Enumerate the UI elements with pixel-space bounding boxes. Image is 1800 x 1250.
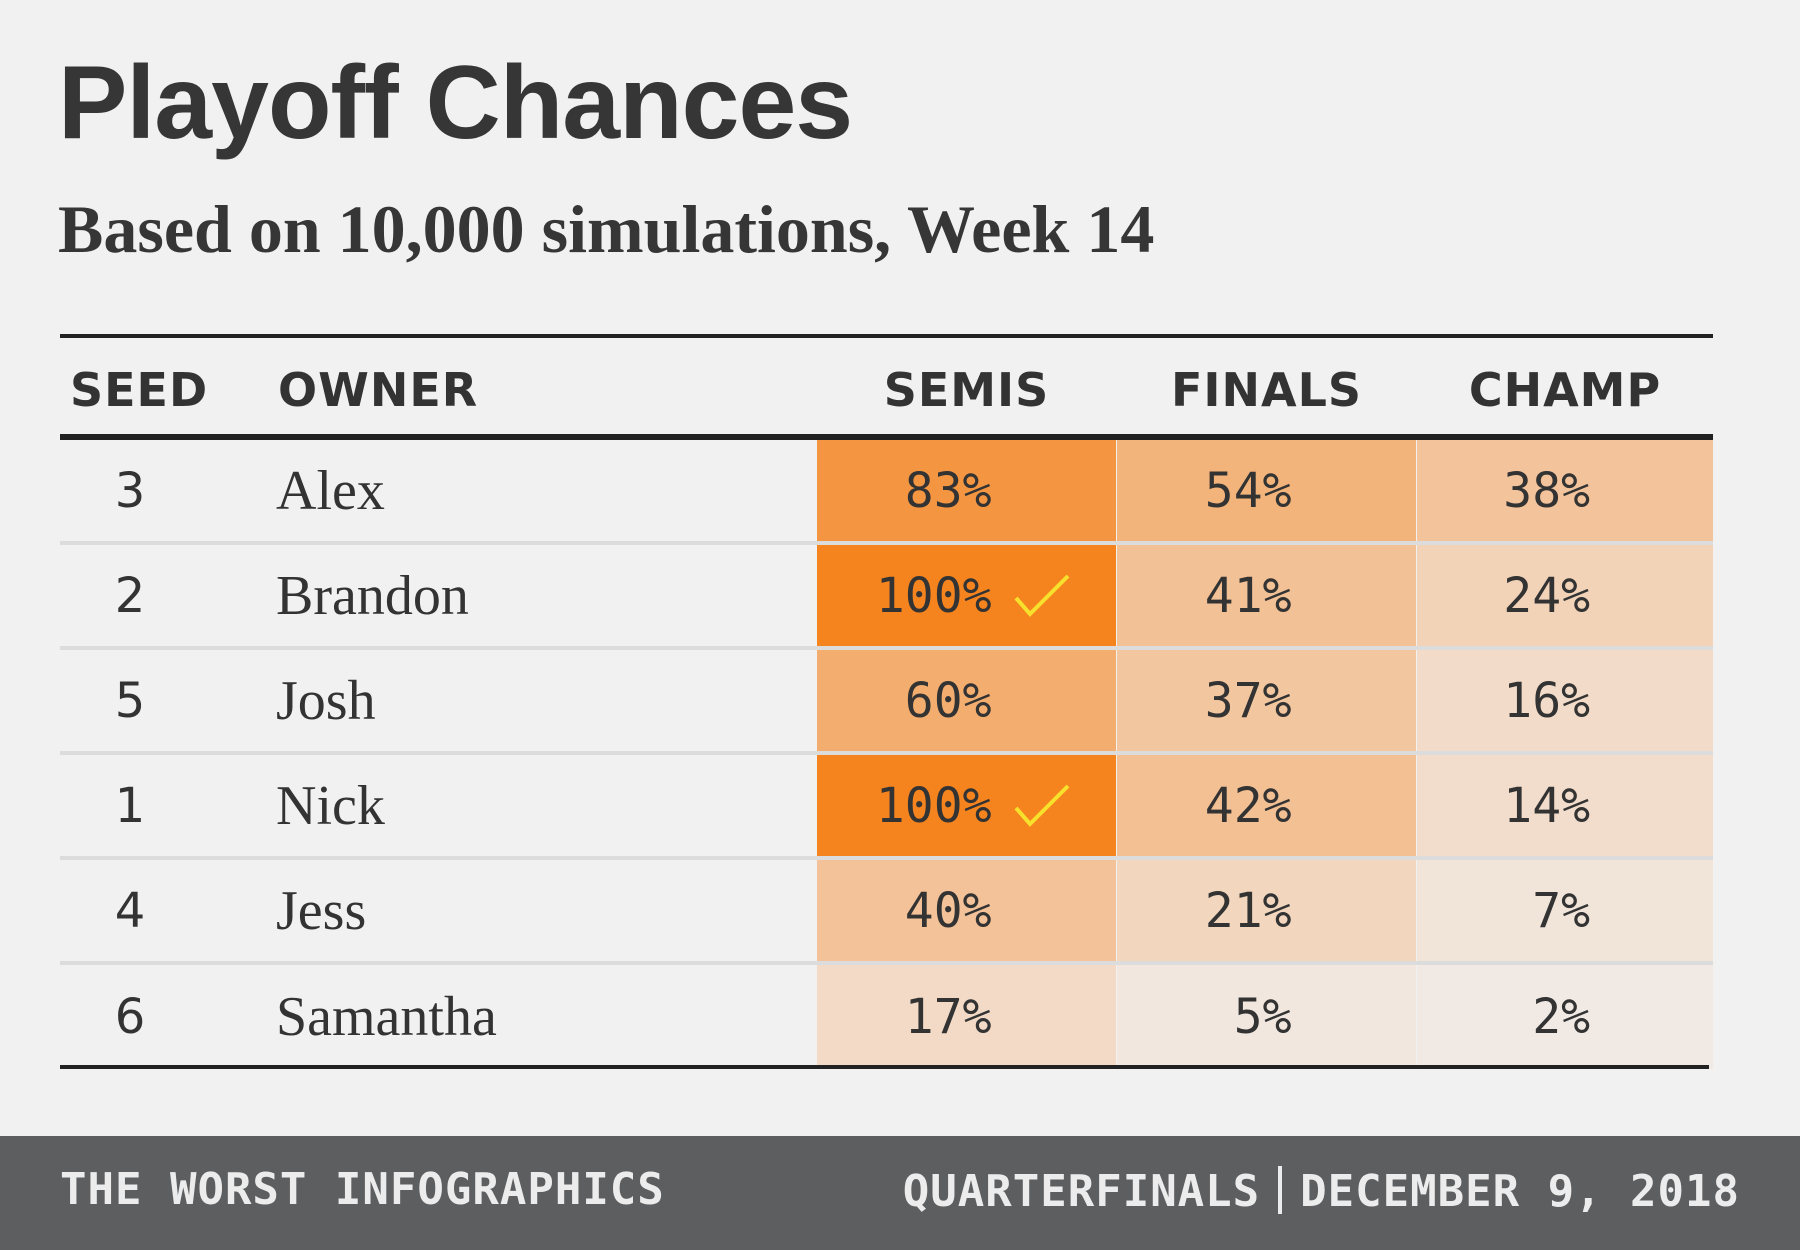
footer-meta: QUARTERFINALS DECEMBER 9, 2018 (903, 1166, 1740, 1217)
champ-value: 2% (1532, 989, 1590, 1045)
champ-value: 14% (1503, 777, 1590, 834)
checkmark-icon (1012, 572, 1072, 620)
finals-cell: 42% (1117, 755, 1416, 856)
finals-value: 21% (1204, 882, 1292, 939)
champ-cell: 24% (1417, 545, 1713, 646)
footer-divider (1278, 1166, 1283, 1214)
semis-value: 40% (904, 882, 992, 939)
owner-cell: Brandon (276, 564, 469, 627)
semis-cell: 83% (817, 440, 1116, 541)
champ-cell: 7% (1417, 860, 1713, 961)
footer-bar: THE WORST INFOGRAPHICS QUARTERFINALS DECE… (0, 1136, 1800, 1250)
footer-round: QUARTERFINALS (902, 1166, 1261, 1217)
owner-cell: Alex (276, 459, 385, 522)
seed-cell: 6 (114, 989, 146, 1045)
owner-cell: Samantha (276, 986, 497, 1048)
semis-value: 100% (875, 567, 992, 624)
table-top-rule (60, 334, 1713, 338)
checkmark-icon (1012, 782, 1072, 830)
header-champ: CHAMP (1468, 363, 1662, 417)
champ-value: 16% (1503, 672, 1590, 729)
seed-cell: 1 (114, 777, 146, 834)
table-row: 4 Jess 40% 21% 7% (60, 860, 1713, 965)
table-row: 2 Brandon 100% 41% 24% (60, 545, 1713, 650)
semis-cell: 100% (817, 545, 1116, 646)
seed-cell: 3 (114, 462, 146, 519)
semis-cell: 40% (817, 860, 1116, 961)
champ-value: 24% (1503, 567, 1590, 624)
champ-cell: 16% (1417, 650, 1713, 751)
seed-cell: 4 (114, 882, 146, 939)
owner-cell: Jess (276, 879, 367, 942)
finals-value: 41% (1204, 567, 1292, 624)
header-semis: SEMIS (883, 363, 1050, 417)
header-finals: FINALS (1170, 363, 1363, 417)
semis-value: 17% (904, 989, 992, 1045)
finals-value: 42% (1204, 777, 1292, 834)
champ-cell: 14% (1417, 755, 1713, 856)
table-header-rule (60, 434, 1713, 440)
footer-brand: THE WORST INFOGRAPHICS (60, 1164, 665, 1215)
table-row: 1 Nick 100% 42% 14% (60, 755, 1713, 860)
finals-value: 5% (1233, 989, 1292, 1045)
champ-value: 38% (1503, 462, 1590, 519)
finals-cell: 21% (1117, 860, 1416, 961)
finals-value: 37% (1204, 672, 1292, 729)
semis-cell: 100% (817, 755, 1116, 856)
header-owner: OWNER (278, 363, 479, 417)
semis-cell: 60% (817, 650, 1116, 751)
champ-cell: 38% (1417, 440, 1713, 541)
finals-cell: 5% (1117, 965, 1416, 1069)
owner-cell: Nick (276, 774, 385, 837)
semis-value: 60% (904, 672, 992, 729)
header-seed: SEED (70, 363, 209, 417)
finals-cell: 54% (1117, 440, 1416, 541)
table-bottom-rule (60, 1065, 1709, 1069)
owner-cell: Josh (276, 669, 376, 732)
seed-cell: 5 (114, 672, 146, 729)
finals-value: 54% (1204, 462, 1292, 519)
table-row: 6 Samantha 17% 5% 2% (60, 965, 1713, 1069)
seed-cell: 2 (114, 567, 146, 624)
finals-cell: 37% (1117, 650, 1416, 751)
finals-cell: 41% (1117, 545, 1416, 646)
table-row: 5 Josh 60% 37% 16% (60, 650, 1713, 755)
footer-date: DECEMBER 9, 2018 (1300, 1166, 1740, 1217)
champ-cell: 2% (1417, 965, 1713, 1069)
semis-cell: 17% (817, 965, 1116, 1069)
chart-title: Playoff Chances (58, 45, 853, 161)
champ-value: 7% (1532, 882, 1590, 939)
semis-value: 83% (904, 462, 992, 519)
semis-value: 100% (875, 777, 992, 834)
table-body: 3 Alex 83% 54% 38% 2 Brandon 100% 41% 24% 5 Josh 60%… (60, 440, 1713, 1069)
table-row: 3 Alex 83% 54% 38% (60, 440, 1713, 545)
chart-subtitle: Based on 10,000 simulations, Week 14 (58, 191, 1155, 267)
